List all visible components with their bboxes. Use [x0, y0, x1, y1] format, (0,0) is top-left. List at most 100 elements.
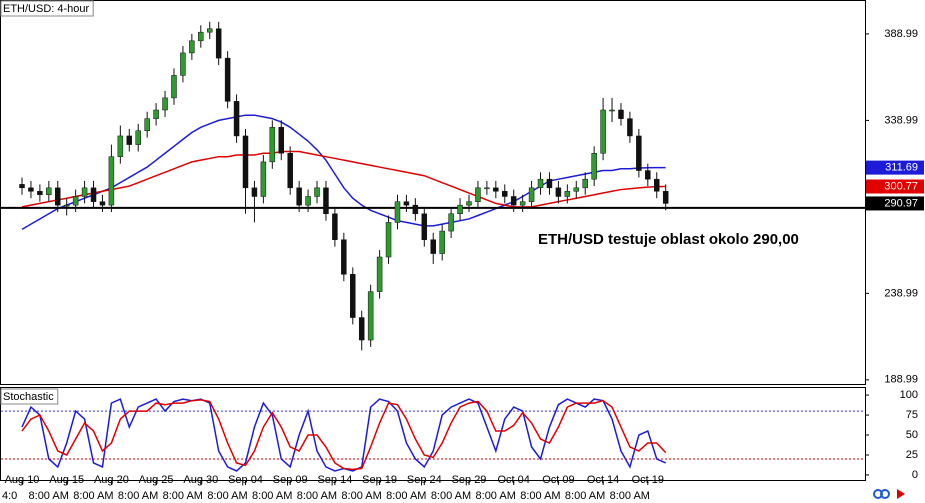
candle-body — [385, 222, 392, 258]
candle-body — [645, 170, 651, 180]
candle-body — [475, 187, 481, 202]
candle-body — [81, 187, 88, 197]
candle-body — [72, 196, 79, 206]
y-tick-label: 188.99 — [884, 374, 918, 386]
candle-body — [350, 274, 356, 318]
y-tick-label: 25 — [906, 449, 918, 461]
candle-body — [126, 135, 133, 145]
y-tick-label: 100 — [900, 389, 918, 401]
candle-body — [287, 152, 293, 189]
candle-body — [573, 187, 580, 192]
candle-body — [108, 156, 115, 206]
candle-body — [215, 28, 222, 59]
panel-label: ETH/USD: 4-hour — [3, 3, 90, 15]
candle-body — [457, 204, 463, 215]
time-label: 8:00 AM — [476, 490, 516, 502]
time-label: 8:00 AM — [29, 490, 69, 502]
time-label: 4:0 — [2, 490, 17, 502]
y-tick-label: 238.99 — [884, 287, 918, 299]
candle-body — [28, 187, 34, 192]
x-tick-label: Aug 20 — [94, 474, 129, 486]
candle-body — [662, 191, 669, 204]
x-tick-label: Oct 09 — [542, 474, 574, 486]
candle-body — [55, 187, 61, 206]
candle-body — [251, 187, 258, 197]
y-tick-label: 0 — [912, 469, 918, 481]
candle-body — [564, 191, 571, 197]
x-tick-label: Aug 10 — [5, 474, 40, 486]
y-tick-label: 50 — [906, 429, 918, 441]
price-label-box — [866, 179, 924, 194]
candle-body — [528, 187, 535, 202]
candle-body — [144, 118, 150, 132]
candle-body — [198, 31, 204, 42]
candle-body — [403, 201, 410, 206]
panel-label: Stochastic — [3, 391, 54, 403]
time-label: 8:00 AM — [297, 490, 337, 502]
candle-body — [627, 118, 633, 137]
candle-body — [117, 135, 124, 157]
price-label: 290.97 — [884, 197, 918, 209]
time-label: 8:00 AM — [610, 490, 650, 502]
candle-body — [591, 152, 597, 180]
candle-body — [260, 161, 267, 197]
candle-body — [180, 52, 186, 76]
candle-body — [439, 230, 445, 254]
candle-body — [367, 291, 374, 341]
time-label: 8:00 AM — [520, 490, 560, 502]
candle-body — [466, 201, 472, 206]
x-tick-label: Sep 04 — [228, 474, 263, 486]
candle-body — [493, 187, 499, 192]
candle-body — [609, 109, 615, 112]
candle-body — [582, 178, 588, 189]
candle-body — [600, 109, 606, 154]
candle-body — [510, 196, 517, 206]
time-label: 8:00 AM — [163, 490, 203, 502]
toolbar-icons[interactable] — [873, 489, 905, 499]
price-label: 311.69 — [885, 162, 918, 174]
x-tick-label: Aug 15 — [49, 474, 84, 486]
candle-body — [90, 187, 97, 202]
x-tick-label: Oct 04 — [497, 474, 529, 486]
candle-body — [46, 187, 52, 195]
time-label: 8:00 AM — [431, 490, 471, 502]
candle-body — [430, 239, 436, 254]
candle-body — [99, 201, 106, 206]
time-label: 8:00 AM — [118, 490, 158, 502]
candle-body — [242, 135, 249, 189]
x-tick-label: Oct 19 — [632, 474, 664, 486]
candle-body — [171, 75, 177, 99]
stochastic-panel — [0, 387, 866, 481]
time-label: 8:00 AM — [252, 490, 292, 502]
candle-body — [421, 213, 428, 240]
candle-body — [341, 239, 347, 275]
candle-body — [224, 57, 231, 102]
candle-body — [296, 187, 302, 206]
candle-body — [519, 201, 526, 206]
time-label: 8:00 AM — [73, 490, 113, 502]
candle-body — [314, 187, 320, 197]
candle-body — [394, 201, 401, 223]
stochastic-line — [21, 399, 667, 471]
candle-body — [546, 178, 553, 189]
candle-body — [332, 213, 338, 240]
candle-body — [63, 204, 70, 207]
time-label: 8:00 AM — [341, 490, 381, 502]
link-icon[interactable] — [880, 489, 890, 499]
candle-body — [555, 187, 562, 197]
candle-body — [153, 109, 159, 119]
y-tick-label: 338.99 — [884, 114, 918, 126]
candle-body — [412, 204, 419, 215]
candle-body — [19, 184, 25, 189]
moving-average — [21, 114, 666, 230]
x-tick-label: Sep 29 — [452, 474, 487, 486]
candle-body — [537, 178, 544, 189]
x-tick-label: Aug 30 — [183, 474, 218, 486]
close-icon[interactable] — [897, 489, 905, 499]
candle-body — [448, 213, 454, 232]
candle-body — [269, 127, 276, 163]
price-label-box — [866, 196, 924, 211]
x-tick-label: Sep 19 — [362, 474, 397, 486]
panel-label-box — [0, 0, 94, 17]
